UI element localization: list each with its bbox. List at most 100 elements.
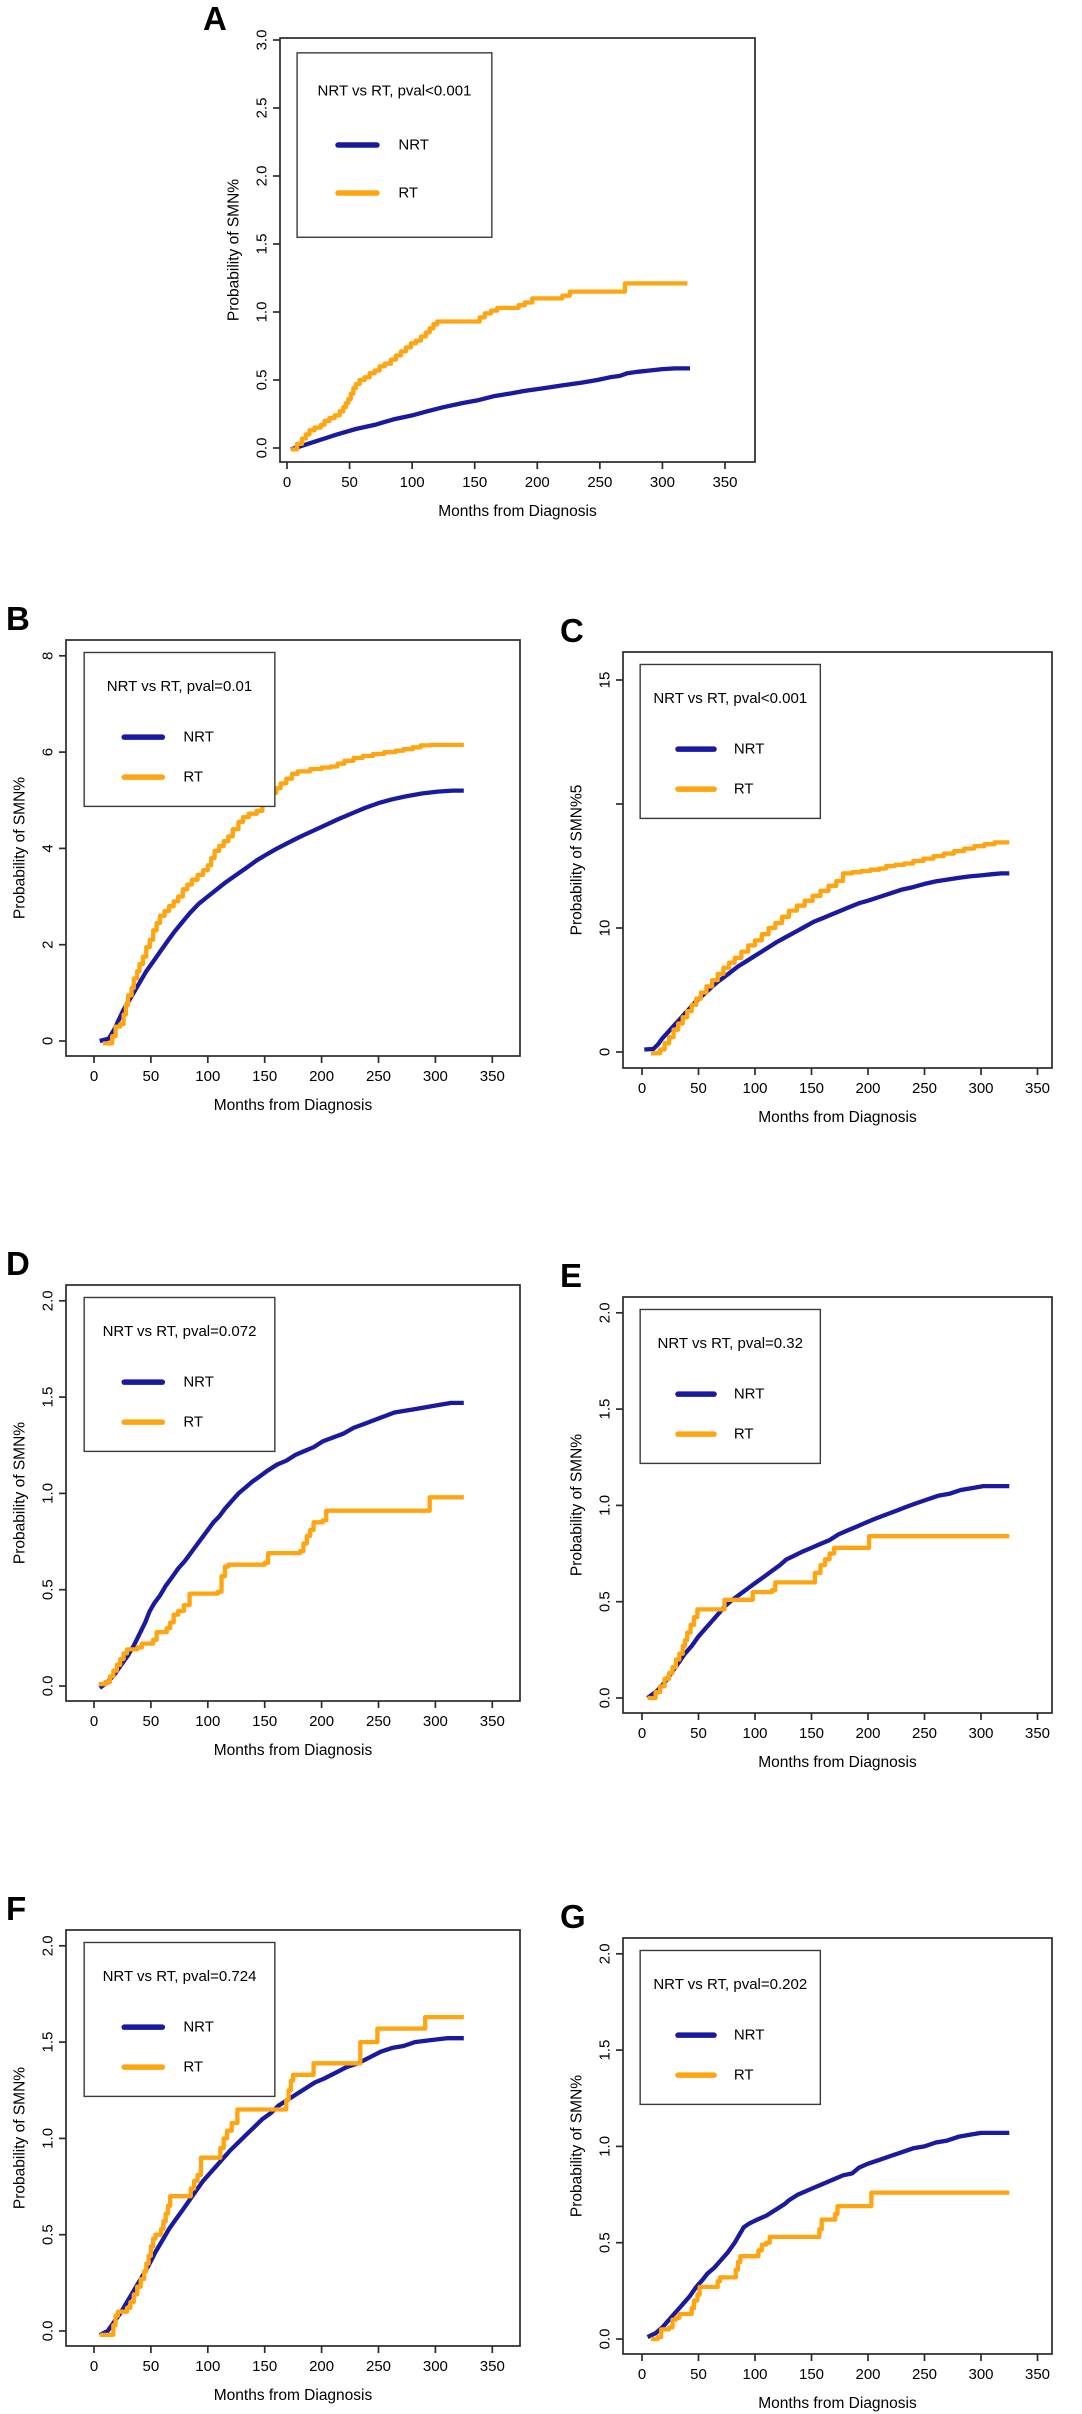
x-tick-label: 150 [799, 2366, 824, 2383]
x-tick-label: 350 [712, 474, 737, 491]
panel-letter: E [560, 1257, 582, 1294]
legend: NRT vs RT, pval<0.001 NRT RT [639, 663, 822, 820]
legend-rt-label: RT [734, 2067, 754, 2084]
x-tick-label: 200 [855, 1725, 880, 1742]
x-tick-label: 0 [90, 2358, 98, 2375]
x-tick-label: 350 [1025, 1080, 1050, 1097]
x-tick-label: 350 [480, 1068, 505, 1085]
legend-rt-label: RT [734, 1426, 754, 1443]
y-axis: 0.0 0.5 1.0 1.5 2.0 Probability of SMN% [569, 1302, 623, 1708]
x-tick-label: 200 [309, 2358, 334, 2375]
panel-f: F 0.0 0.5 1.0 1.5 2.0 Probability of SMN% 0 50 10… [6, 1890, 521, 2404]
legend-nrt-label: NRT [183, 729, 214, 746]
rt-curve [99, 2014, 464, 2338]
legend-pval-text: NRT vs RT, pval=0.724 [103, 1968, 257, 1985]
legend: NRT vs RT, pval=0.01 NRT RT [83, 651, 276, 808]
y-tick-label: 2.0 [597, 1943, 614, 1964]
x-tick-label: 200 [855, 2366, 880, 2383]
x-axis: 0 50 100 150 200 250 300 350 Months from Diagnos… [90, 1701, 505, 1759]
x-tick-label: 350 [1025, 1725, 1050, 1742]
y-axis: 0 10 15 Probability of SMN%5 [569, 672, 623, 1056]
y-tick-label: 15 [597, 672, 614, 689]
x-axis: 0 50 100 150 200 250 300 350 Months from Diagnos… [90, 1056, 505, 1114]
x-axis: 0 50 100 150 200 250 300 350 Months from Diagnos… [90, 2346, 505, 2404]
x-tick-label: 50 [690, 1080, 707, 1097]
x-tick-label: 100 [195, 2358, 220, 2375]
legend-nrt-label: NRT [734, 2027, 765, 2044]
x-tick-label: 150 [252, 2358, 277, 2375]
panel-b: B 0 2 4 6 8 Probability of SMN% 0 50 100 150 200 250… [6, 600, 521, 1114]
plot-box [279, 37, 756, 463]
y-axis-title: Probability of SMN% [226, 179, 243, 321]
x-tick-label: 300 [423, 1713, 448, 1730]
nrt-curve [99, 788, 464, 1044]
nrt-curve [98, 1400, 464, 1690]
y-tick-label: 2.0 [597, 1302, 614, 1323]
rt-curve [651, 840, 1010, 1056]
x-tick-label: 250 [366, 1713, 391, 1730]
x-tick-label: 250 [912, 2366, 937, 2383]
y-axis-title: Probability of SMN% [12, 777, 29, 919]
y-tick-label: 0.5 [597, 1591, 614, 1612]
x-tick-label: 250 [912, 1080, 937, 1097]
y-axis: 0 2 4 6 8 Probability of SMN% [12, 652, 66, 1045]
y-tick-label: 6 [40, 748, 57, 756]
legend: NRT vs RT, pval=0.724 NRT RT [83, 1941, 276, 2098]
x-tick-label: 50 [690, 1725, 707, 1742]
legend-rt-label: RT [398, 185, 418, 202]
legend-pval-text: NRT vs RT, pval=0.32 [658, 1335, 804, 1352]
x-tick-label: 150 [462, 474, 487, 491]
x-tick-label: 100 [195, 1713, 220, 1730]
x-tick-label: 50 [143, 1713, 160, 1730]
legend-rt-label: RT [734, 781, 754, 798]
y-tick-label: 2.0 [40, 1290, 57, 1311]
x-tick-label: 150 [799, 1725, 824, 1742]
x-tick-label: 250 [587, 474, 612, 491]
x-tick-label: 300 [968, 2366, 993, 2383]
panel-letter: D [6, 1245, 30, 1282]
panel-letter: B [6, 600, 30, 637]
y-tick-label: 0.5 [40, 1579, 57, 1600]
rt-curve [103, 742, 464, 1046]
legend-nrt-label: NRT [183, 2019, 214, 2036]
x-axis-title: Months from Diagnosis [214, 2387, 373, 2404]
nrt-curve [290, 366, 690, 452]
x-tick-label: 0 [638, 1080, 646, 1097]
panel-letter: C [560, 612, 584, 649]
curves [98, 2014, 464, 2338]
x-tick-label: 150 [799, 1080, 824, 1097]
legend-pval-text: NRT vs RT, pval<0.001 [318, 82, 472, 99]
x-tick-label: 150 [252, 1713, 277, 1730]
x-tick-label: 50 [143, 2358, 160, 2375]
curves [290, 281, 690, 452]
x-axis-title: Months from Diagnosis [438, 503, 597, 520]
y-tick-label: 2.0 [40, 1935, 57, 1956]
panel-c: C 0 10 15 Probability of SMN%5 0 50 100 150 200 25… [560, 612, 1053, 1126]
x-tick-label: 350 [480, 1713, 505, 1730]
x-axis-title: Months from Diagnosis [214, 1742, 373, 1759]
y-tick-label: 0.5 [597, 2232, 614, 2253]
rt-curve [651, 2190, 1010, 2342]
x-tick-label: 300 [423, 2358, 448, 2375]
panel-a: A 0.0 0.5 1.0 1.5 2.0 2.5 3.0 Probability of SMN… [203, 0, 756, 520]
x-tick-label: 300 [423, 1068, 448, 1085]
panel-letter: G [560, 1898, 586, 1935]
legend-box [296, 52, 493, 238]
x-tick-label: 250 [366, 2358, 391, 2375]
legend-box [639, 1308, 822, 1465]
plot-box [622, 651, 1053, 1069]
x-tick-label: 100 [742, 2366, 767, 2383]
y-tick-label: 0.0 [254, 438, 271, 459]
legend-box [639, 663, 822, 820]
curves [646, 1483, 1010, 1701]
x-axis-title: Months from Diagnosis [758, 1109, 917, 1126]
x-tick-label: 0 [90, 1713, 98, 1730]
y-tick-label: 8 [40, 652, 57, 660]
legend: NRT vs RT, pval=0.202 NRT RT [639, 1949, 822, 2106]
legend-pval-text: NRT vs RT, pval<0.001 [653, 690, 807, 707]
x-axis-title: Months from Diagnosis [758, 2395, 917, 2412]
legend: NRT vs RT, pval=0.32 NRT RT [639, 1308, 822, 1465]
x-axis-title: Months from Diagnosis [214, 1097, 373, 1114]
y-tick-label: 1.0 [254, 302, 271, 323]
